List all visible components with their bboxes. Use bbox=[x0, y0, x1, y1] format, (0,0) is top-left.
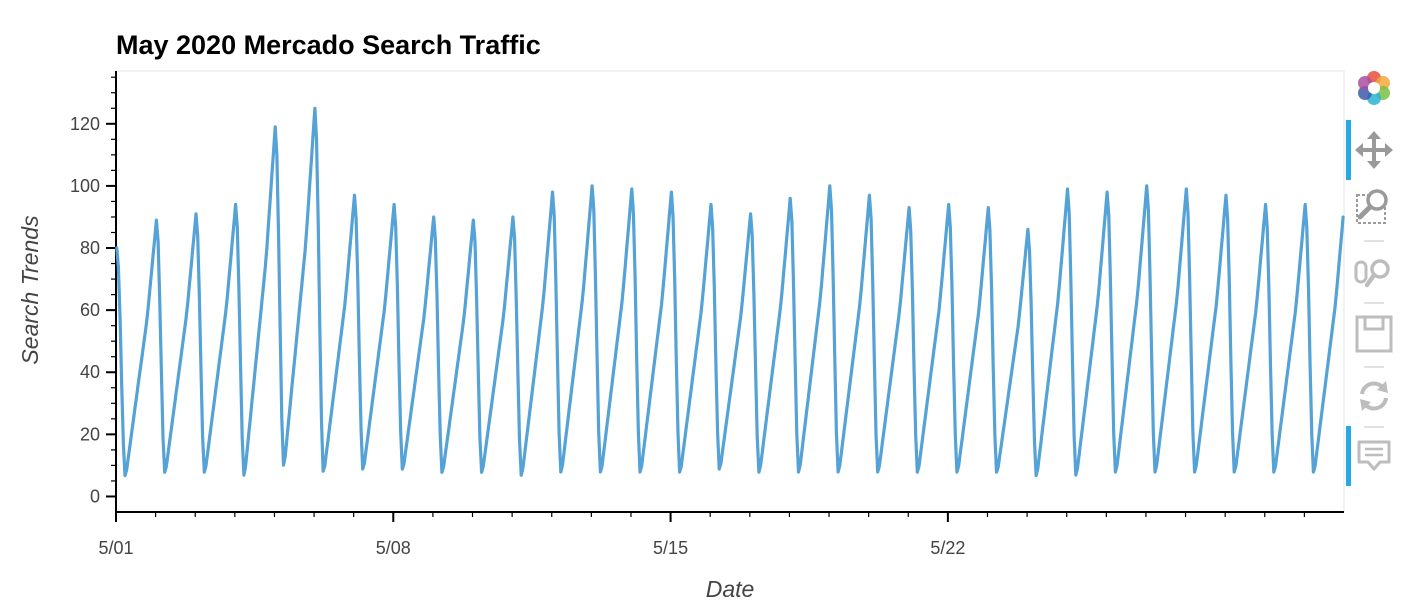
reset-icon[interactable] bbox=[1354, 376, 1394, 416]
y-tick-label: 60 bbox=[80, 300, 100, 320]
x-tick-label: 5/15 bbox=[653, 538, 688, 558]
y-tick-label: 120 bbox=[70, 114, 100, 134]
x-axis: 5/01 5/08 5/15 5/22 bbox=[98, 511, 1344, 558]
x-tick-label: 5/01 bbox=[98, 538, 133, 558]
chart-title: May 2020 Mercado Search Traffic bbox=[116, 30, 541, 60]
save-icon[interactable] bbox=[1354, 314, 1394, 354]
y-axis-label: Search Trends bbox=[17, 215, 43, 365]
x-axis-label: Date bbox=[706, 576, 755, 602]
x-tick-label: 5/08 bbox=[376, 538, 411, 558]
bokeh-logo-icon[interactable] bbox=[1354, 68, 1394, 108]
series-line bbox=[115, 106, 1345, 478]
toolbar-separator bbox=[1364, 366, 1384, 368]
active-inspect-indicator bbox=[1346, 426, 1351, 486]
box-zoom-icon[interactable] bbox=[1354, 186, 1394, 226]
hover-icon[interactable] bbox=[1354, 436, 1394, 476]
y-axis: 0 20 40 60 80 100 120 bbox=[70, 71, 117, 512]
y-tick-label: 20 bbox=[80, 424, 100, 444]
y-tick-label: 0 bbox=[90, 486, 100, 506]
y-tick-label: 100 bbox=[70, 176, 100, 196]
active-drag-indicator bbox=[1346, 120, 1351, 180]
toolbar bbox=[1346, 64, 1406, 504]
y-tick-label: 80 bbox=[80, 238, 100, 258]
toolbar-separator bbox=[1364, 426, 1384, 428]
y-tick-label: 40 bbox=[80, 362, 100, 382]
toolbar-separator bbox=[1364, 302, 1384, 304]
pan-icon[interactable] bbox=[1354, 130, 1394, 170]
toolbar-separator bbox=[1364, 240, 1384, 242]
wheel-zoom-icon[interactable] bbox=[1354, 252, 1394, 292]
x-tick-label: 5/22 bbox=[930, 538, 965, 558]
